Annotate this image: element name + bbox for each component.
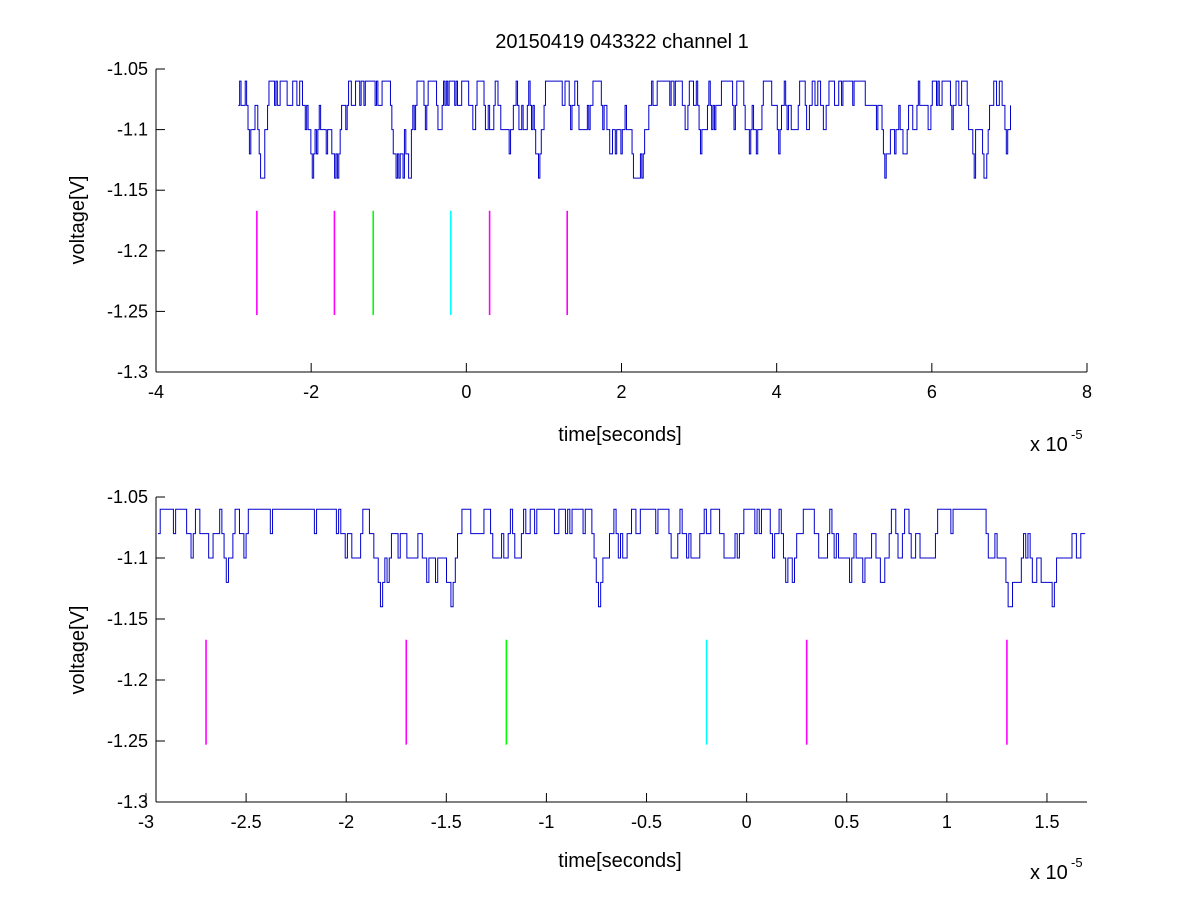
top-y-tick-label: -1.3: [117, 362, 148, 382]
top-y-tick-label: -1.2: [117, 241, 148, 261]
bottom-y-tick-label: -1.2: [117, 670, 148, 690]
bottom-x-tick-label: 1.5: [1034, 812, 1059, 832]
top-y-tick-label: -1.25: [107, 301, 148, 321]
bottom-x-tick-label: -1.5: [431, 812, 462, 832]
bottom-x-exponent-power: -5: [1071, 855, 1083, 870]
top-x-tick-label: 8: [1082, 382, 1092, 402]
bottom-trace-series-0: [158, 508, 1086, 608]
bottom-x-tick-label: 0.5: [834, 812, 859, 832]
bottom-x-tick-label: 0: [742, 812, 752, 832]
bottom-axes: -3 -2.5 -2 -1.5 -1 -0.5 0 0.5 1 1.5 -1.05 -1.1 -1.15…: [107, 487, 1087, 832]
bottom-x-tick-label: -2.5: [231, 812, 262, 832]
bottom-voltage-trace: [158, 508, 1086, 608]
bottom-x-tick-label: -3: [138, 812, 154, 832]
top-y-axis-label: voltage[V]: [67, 176, 89, 265]
top-trace-series-0: [238, 80, 1011, 179]
bottom-x-tick-label: -2: [338, 812, 354, 832]
bottom-x-tick-label: 1: [942, 812, 952, 832]
bottom-y-axis-label: voltage[V]: [67, 606, 89, 695]
top-x-tick-label: -4: [148, 382, 164, 402]
top-y-tick-label: -1.05: [107, 59, 148, 79]
bottom-event-markers: [205, 639, 1008, 745]
top-x-tick-label: 2: [616, 382, 626, 402]
top-x-tick-label: 4: [772, 382, 782, 402]
top-subplot: -4 -2 0 2 4 6 8 -1.05 -1.1 -1.15 -1.2 -1.25 -1.3 tim…: [67, 59, 1092, 456]
bottom-y-tick-label: -1.3: [117, 792, 148, 812]
bottom-x-exponent-base: x 10: [1030, 862, 1068, 884]
bottom-y-tick-label: -1.05: [107, 487, 148, 507]
bottom-y-tick-label: -1.25: [107, 731, 148, 751]
bottom-y-tick-label: -1.15: [107, 609, 148, 629]
bottom-y-tick-label: -1.1: [117, 548, 148, 568]
bottom-x-tick-label: -0.5: [631, 812, 662, 832]
bottom-subplot: -3 -2.5 -2 -1.5 -1 -0.5 0 0.5 1 1.5 -1.05 -1.1 -1.15…: [67, 487, 1087, 884]
figure-title: 20150419 043322 channel 1: [495, 31, 749, 53]
top-x-exponent-base: x 10: [1030, 434, 1068, 456]
top-x-tick-label: 0: [461, 382, 471, 402]
top-y-tick-label: -1.1: [117, 120, 148, 140]
top-event-markers: [256, 210, 568, 316]
top-x-axis-label: time[seconds]: [558, 424, 681, 446]
bottom-x-axis-label: time[seconds]: [558, 850, 681, 872]
bottom-x-tick-label: -1: [538, 812, 554, 832]
top-y-tick-label: -1.15: [107, 180, 148, 200]
top-x-tick-label: -2: [303, 382, 319, 402]
top-axes: -4 -2 0 2 4 6 8 -1.05 -1.1 -1.15 -1.2 -1.25 -1.3: [107, 59, 1092, 402]
top-x-exponent-power: -5: [1071, 427, 1083, 442]
top-x-tick-label: 6: [927, 382, 937, 402]
top-voltage-trace: [238, 80, 1011, 179]
